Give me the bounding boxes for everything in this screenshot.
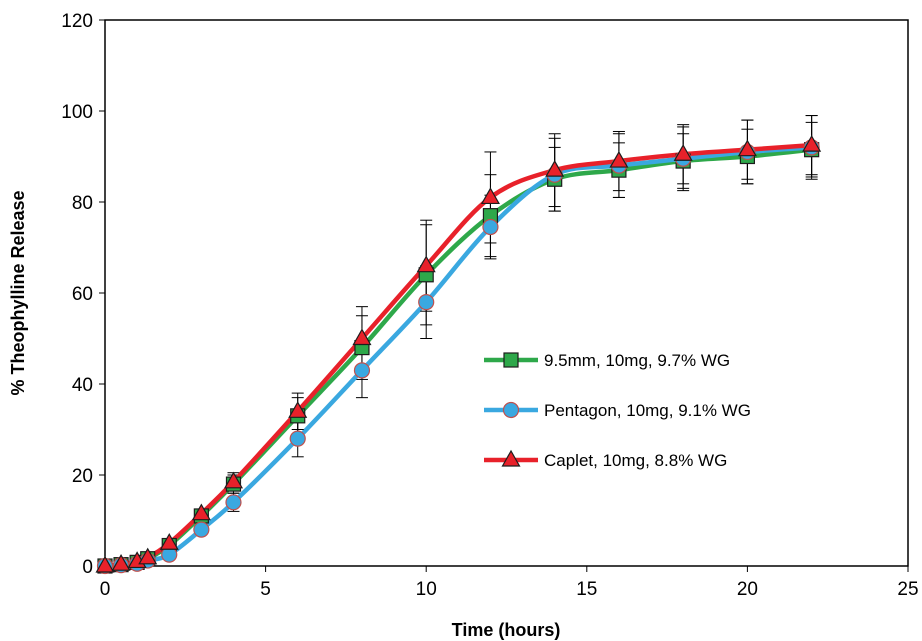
data-point [673,144,693,161]
data-point [802,134,822,152]
y-axis-ticks: 0 20 40 60 80 100 120 [61,11,105,578]
series-layer [95,115,822,575]
data-point [609,150,629,168]
x-axis-ticks: 0 5 10 15 20 25 [100,566,919,600]
data-point [288,401,308,418]
data-point [545,159,565,177]
data-point [416,255,436,273]
legend-marker [502,401,520,419]
data-point [737,139,757,157]
y-tick-label: 60 [72,284,93,305]
x-tick-label: 0 [100,579,111,600]
x-tick-label: 10 [416,579,437,600]
y-axis-title: % Theophylline Release [8,190,28,395]
y-tick-label: 100 [61,102,93,123]
y-tick-label: 80 [72,193,93,214]
y-tick-label: 0 [82,557,93,578]
y-tick-label: 120 [61,11,93,32]
x-tick-label: 20 [737,579,758,600]
data-point [111,553,131,571]
data-point [193,521,210,538]
data-point [95,555,115,573]
data-point [480,187,500,205]
series-markers-triangle [95,134,822,573]
legend-label: 9.5mm, 10mg, 9.7% WG [544,351,730,370]
data-point [418,294,435,311]
data-point [223,471,244,489]
y-tick-label: 40 [72,375,93,396]
data-point [289,430,306,447]
x-tick-label: 15 [576,579,597,600]
legend-marker [503,352,519,368]
x-axis-title: Time (hours) [452,620,561,640]
plot-area [104,19,909,567]
x-tick-label: 5 [260,579,271,600]
data-point [482,218,499,236]
legend: 9.5mm, 10mg, 9.7% WG Pentagon, 10mg, 9.1%… [484,351,751,470]
data-point [353,362,371,379]
legend-label: Caplet, 10mg, 8.8% WG [544,451,727,470]
legend-marker [501,449,521,467]
y-tick-label: 20 [72,466,93,487]
data-point [352,328,372,346]
legend-label: Pentagon, 10mg, 9.1% WG [544,401,751,420]
data-point [225,494,242,511]
data-point [159,533,179,550]
data-point [138,547,158,565]
x-tick-label: 25 [897,579,918,600]
data-point [191,503,211,521]
